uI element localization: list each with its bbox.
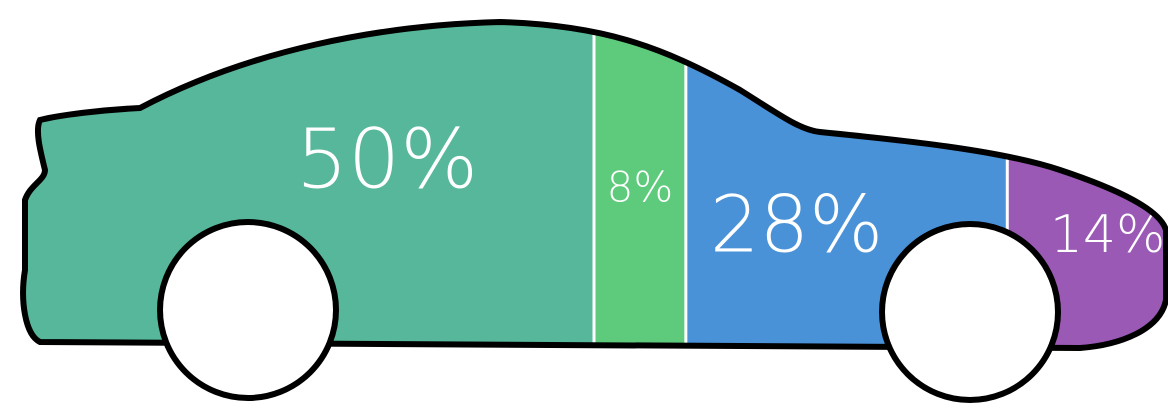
value-label: 50%: [296, 113, 478, 208]
car-outline: [20, 18, 1168, 352]
labels: 50% 8% 28% 14%: [296, 113, 1166, 271]
front-wheel: [157, 219, 339, 401]
segment: [594, 22, 686, 348]
rear-wheel: [879, 221, 1061, 403]
value-label: 8%: [607, 163, 674, 212]
value-label: 28%: [710, 181, 883, 271]
value-label: 14%: [1050, 205, 1166, 265]
